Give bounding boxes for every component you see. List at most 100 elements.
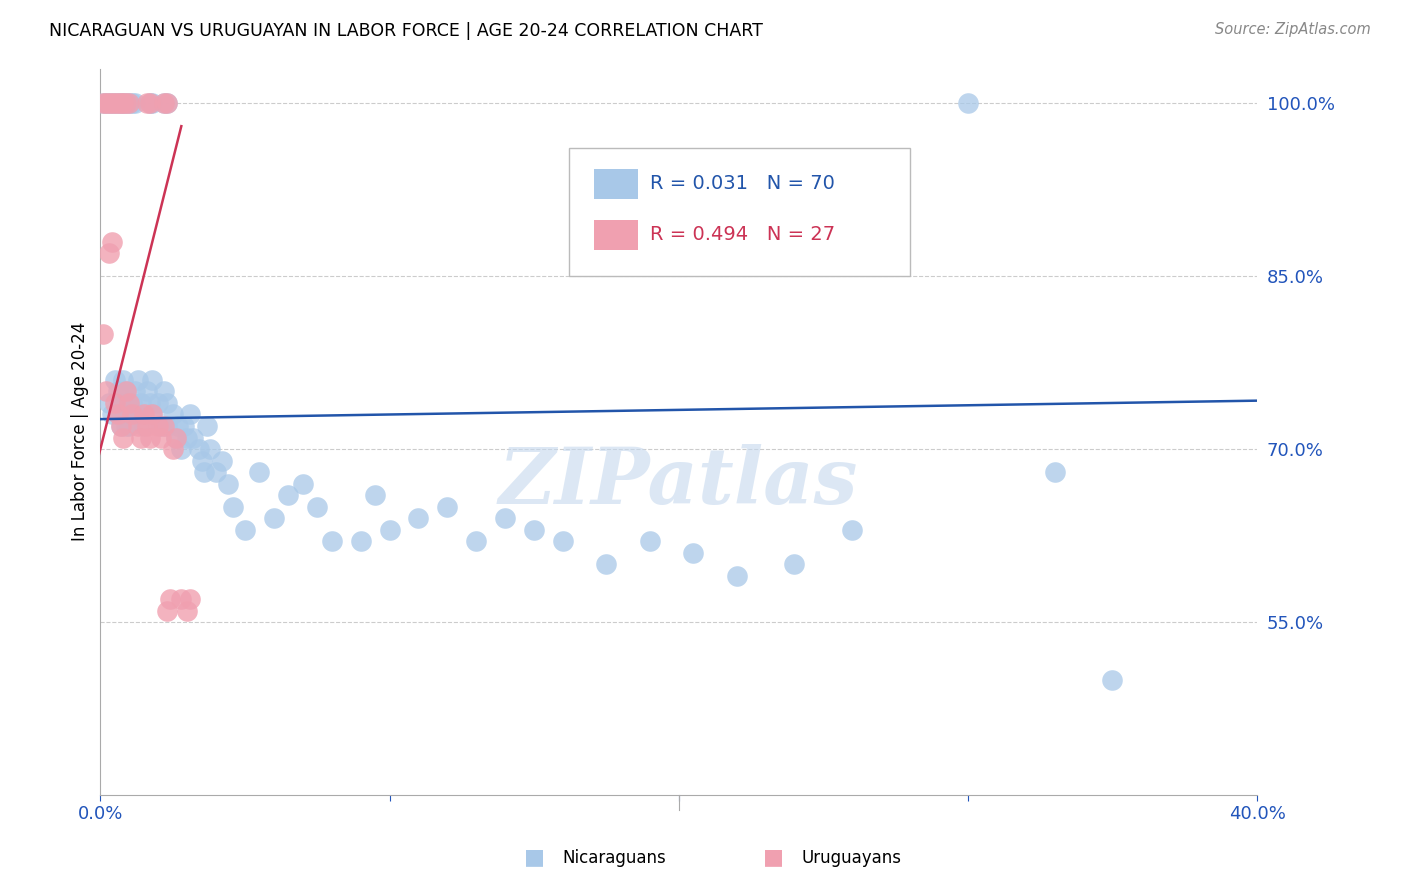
- Point: [150, 419, 173, 434]
- Point: [98, 96, 121, 111]
- Point: [211, 453, 233, 467]
- Point: [193, 465, 215, 479]
- Point: [638, 534, 661, 549]
- Point: [132, 419, 155, 434]
- Point: [494, 511, 516, 525]
- Point: [110, 419, 132, 434]
- Point: [104, 96, 127, 111]
- Point: [91, 96, 114, 111]
- Point: [956, 96, 979, 111]
- Point: [127, 419, 149, 434]
- Point: [173, 419, 195, 434]
- Point: [98, 396, 121, 410]
- Point: [156, 396, 179, 410]
- Point: [112, 96, 135, 111]
- Point: [94, 384, 117, 399]
- Point: [107, 384, 129, 399]
- Point: [364, 488, 387, 502]
- Point: [222, 500, 245, 514]
- Point: [321, 534, 343, 549]
- Point: [101, 96, 124, 111]
- Point: [247, 465, 270, 479]
- Point: [141, 408, 163, 422]
- Point: [112, 373, 135, 387]
- Point: [107, 96, 129, 111]
- Point: [94, 96, 117, 111]
- Point: [291, 476, 314, 491]
- Point: [148, 396, 170, 410]
- Point: [1101, 673, 1123, 687]
- Point: [165, 431, 187, 445]
- Point: [176, 431, 198, 445]
- Point: [118, 419, 141, 434]
- Point: [725, 569, 748, 583]
- Point: [153, 384, 176, 399]
- Point: [135, 384, 157, 399]
- Point: [150, 431, 173, 445]
- Point: [179, 408, 201, 422]
- Text: R = 0.494   N = 27: R = 0.494 N = 27: [650, 225, 835, 244]
- Point: [129, 396, 152, 410]
- Point: [148, 419, 170, 434]
- Point: [783, 558, 806, 572]
- Text: Source: ZipAtlas.com: Source: ZipAtlas.com: [1215, 22, 1371, 37]
- Point: [98, 96, 121, 111]
- Point: [138, 96, 160, 111]
- Point: [162, 442, 184, 456]
- Point: [112, 408, 135, 422]
- Point: [115, 384, 138, 399]
- Point: [200, 442, 222, 456]
- Point: [138, 431, 160, 445]
- Point: [104, 96, 127, 111]
- Point: [107, 96, 129, 111]
- Point: [465, 534, 488, 549]
- Point: [1043, 465, 1066, 479]
- Text: ■: ■: [763, 847, 783, 867]
- Point: [135, 96, 157, 111]
- Point: [156, 96, 179, 111]
- Point: [118, 396, 141, 410]
- Point: [124, 384, 146, 399]
- Point: [118, 96, 141, 111]
- Point: [179, 592, 201, 607]
- Point: [101, 408, 124, 422]
- Point: [115, 419, 138, 434]
- Point: [107, 408, 129, 422]
- Point: [551, 534, 574, 549]
- Point: [436, 500, 458, 514]
- Point: [115, 384, 138, 399]
- Point: [115, 96, 138, 111]
- Point: [153, 96, 176, 111]
- Point: [124, 96, 146, 111]
- Point: [217, 476, 239, 491]
- Point: [156, 96, 179, 111]
- Point: [110, 96, 132, 111]
- Point: [112, 431, 135, 445]
- Point: [195, 419, 218, 434]
- Point: [153, 96, 176, 111]
- Point: [349, 534, 371, 549]
- Point: [170, 592, 193, 607]
- Point: [187, 442, 209, 456]
- Text: Nicaraguans: Nicaraguans: [562, 849, 666, 867]
- Point: [110, 396, 132, 410]
- Point: [107, 408, 129, 422]
- Point: [115, 96, 138, 111]
- Point: [159, 592, 181, 607]
- FancyBboxPatch shape: [595, 169, 638, 199]
- Y-axis label: In Labor Force | Age 20-24: In Labor Force | Age 20-24: [72, 322, 89, 541]
- Point: [101, 96, 124, 111]
- FancyBboxPatch shape: [595, 219, 638, 250]
- Point: [132, 408, 155, 422]
- Point: [121, 396, 143, 410]
- Point: [112, 96, 135, 111]
- Point: [595, 558, 617, 572]
- Point: [378, 523, 401, 537]
- Point: [121, 96, 143, 111]
- Text: ■: ■: [524, 847, 544, 867]
- Text: Uruguayans: Uruguayans: [801, 849, 901, 867]
- Point: [138, 396, 160, 410]
- Text: NICARAGUAN VS URUGUAYAN IN LABOR FORCE | AGE 20-24 CORRELATION CHART: NICARAGUAN VS URUGUAYAN IN LABOR FORCE |…: [49, 22, 763, 40]
- Point: [110, 419, 132, 434]
- Point: [156, 603, 179, 617]
